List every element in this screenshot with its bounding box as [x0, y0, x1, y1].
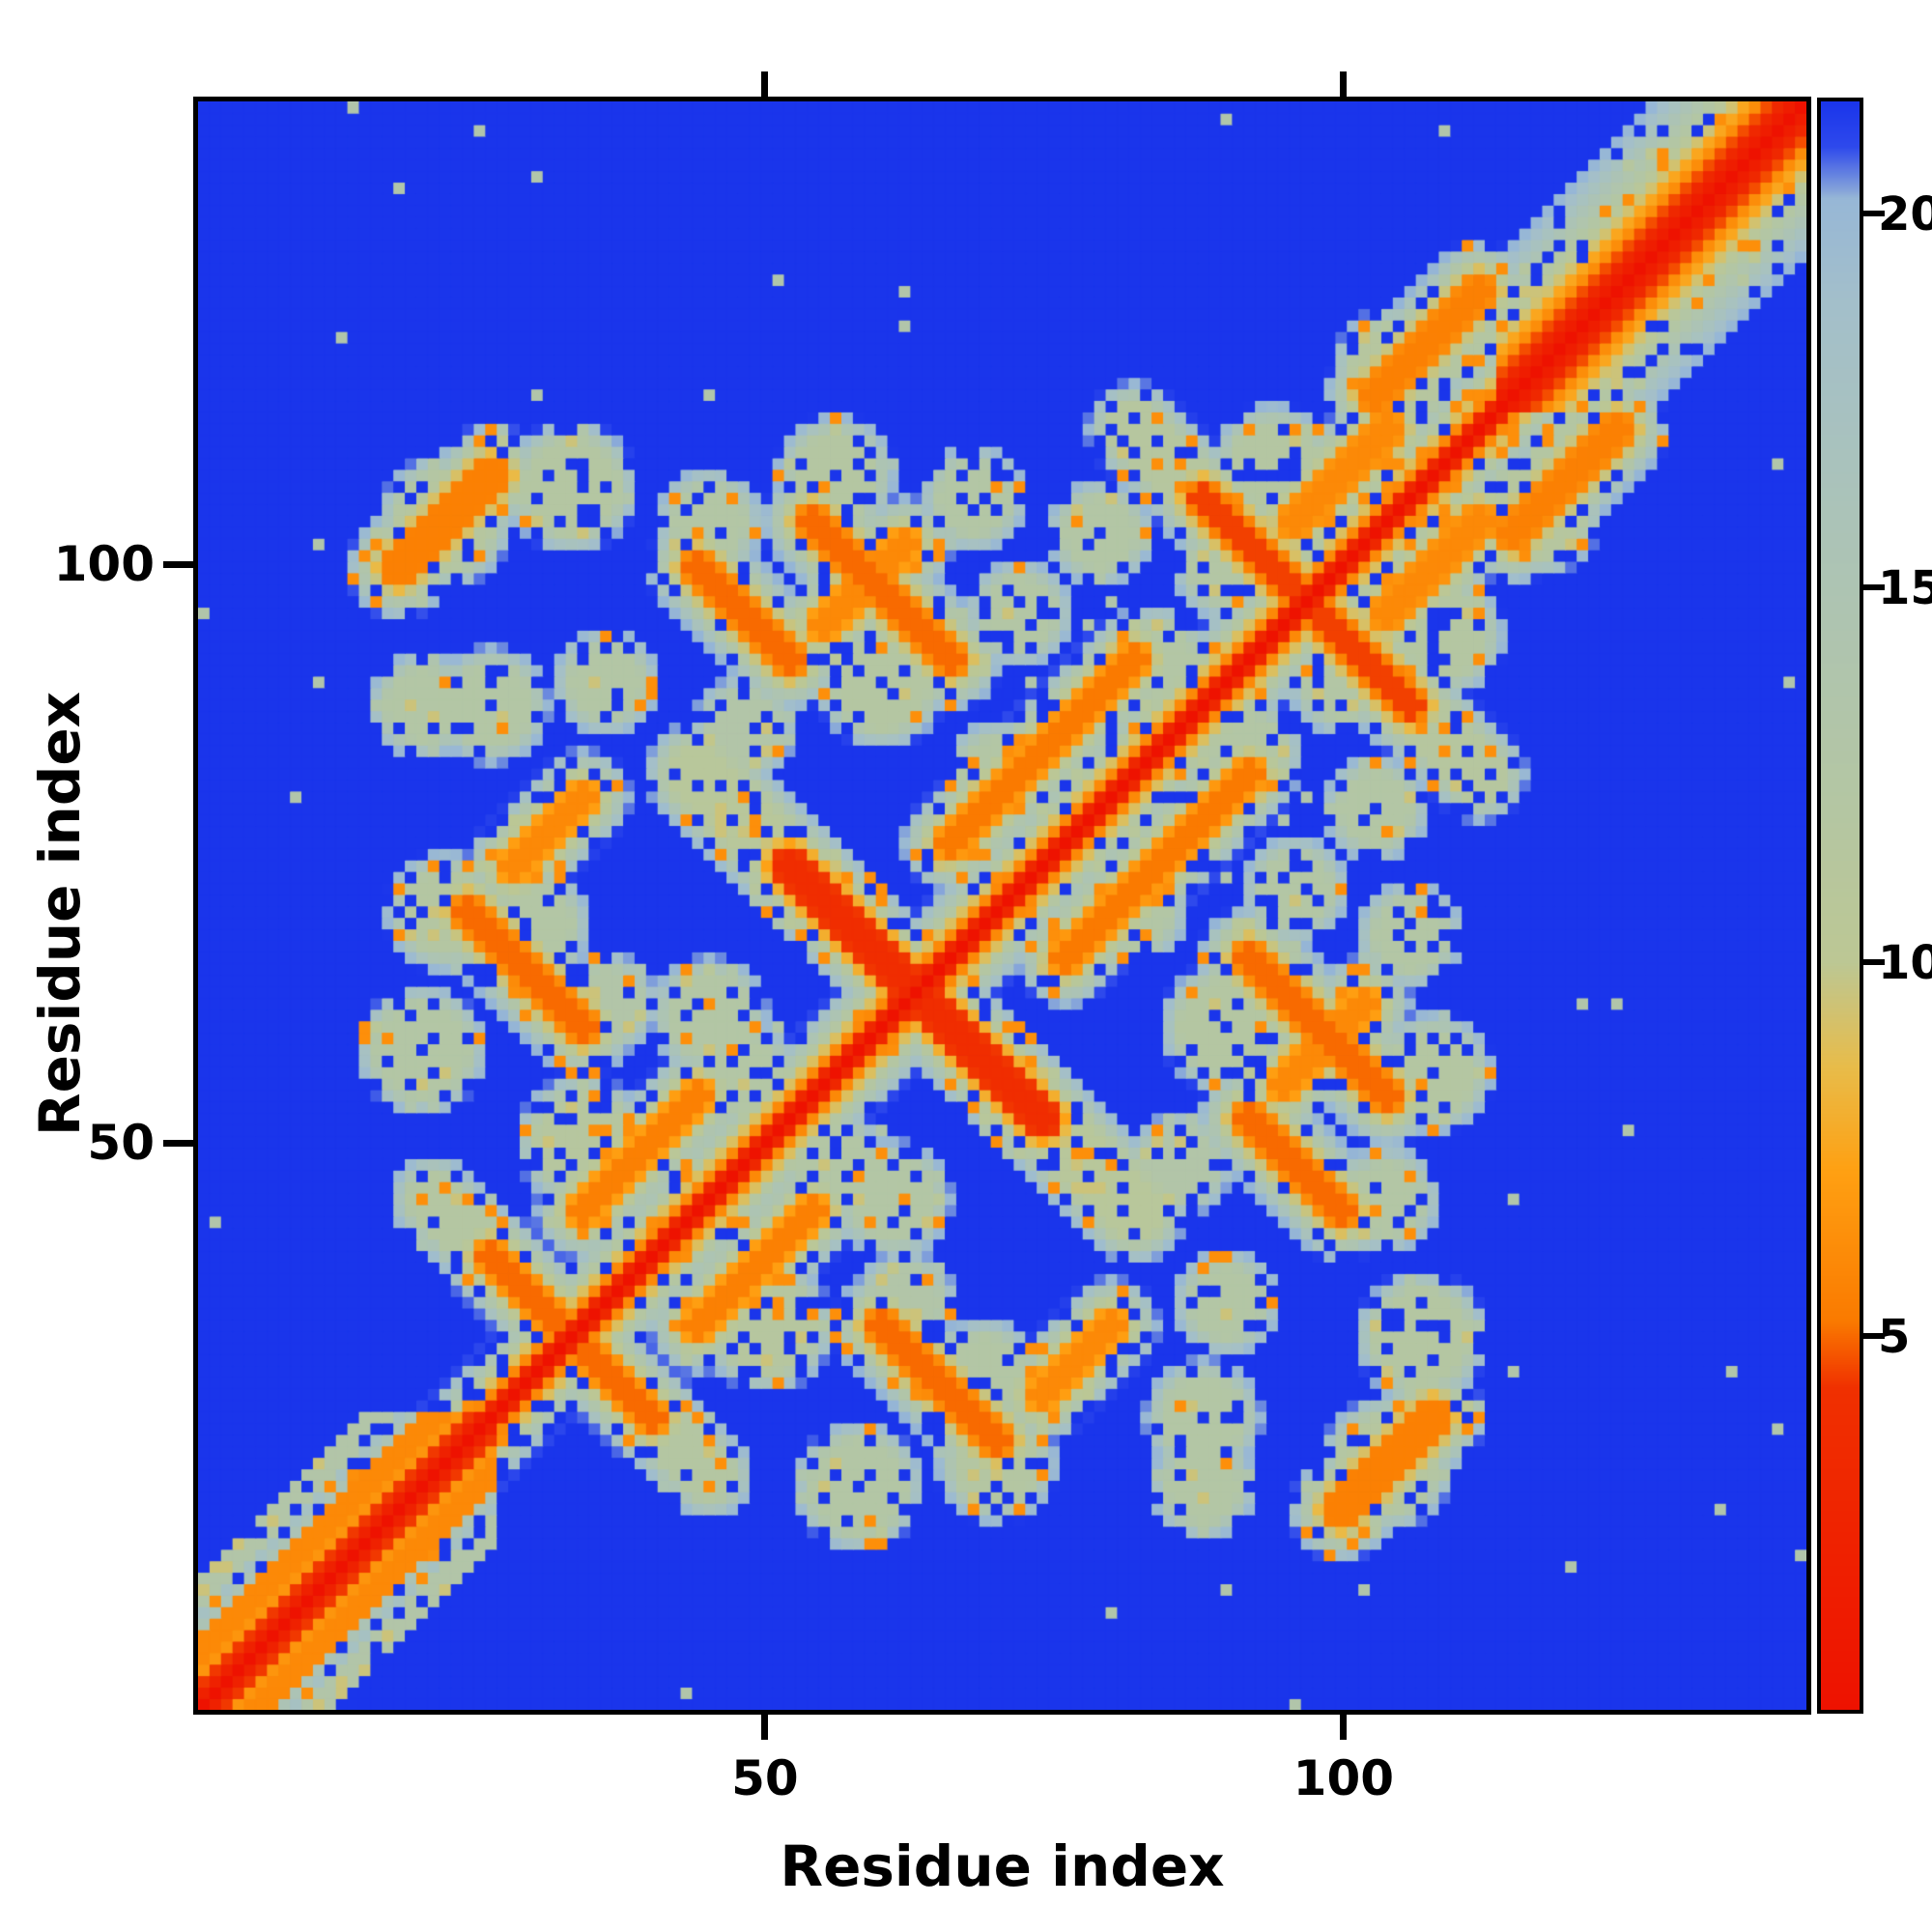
- colorbar-tick: [1863, 211, 1885, 217]
- colorbar-tick-label: 5: [1878, 1309, 1911, 1364]
- y-tick: [163, 560, 193, 568]
- colorbar-canvas: [1821, 101, 1860, 1710]
- colorbar: [1817, 98, 1863, 1714]
- y-tick: [163, 1139, 193, 1147]
- y-tick-label: 50: [87, 1115, 155, 1172]
- x-tick-label: 100: [1293, 1750, 1395, 1806]
- colorbar-tick: [1863, 1332, 1885, 1339]
- x-tick: [1340, 1715, 1348, 1740]
- x-tick: [761, 1715, 769, 1740]
- colorbar-tick-label: 15: [1878, 561, 1932, 616]
- colorbar-tick-label: 20: [1878, 187, 1932, 242]
- plot-area: [193, 97, 1811, 1715]
- x-tick-label: 50: [731, 1750, 799, 1806]
- x-tick-top: [1340, 71, 1348, 97]
- y-tick-label: 100: [53, 536, 155, 593]
- y-axis-label: Residue index: [27, 691, 93, 1137]
- x-axis-label: Residue index: [780, 1833, 1225, 1899]
- colorbar-tick: [1863, 958, 1885, 965]
- colorbar-tick-label: 10: [1878, 935, 1932, 990]
- colorbar-tick: [1863, 584, 1885, 591]
- heatmap-canvas: [198, 101, 1806, 1710]
- x-tick-top: [761, 71, 769, 97]
